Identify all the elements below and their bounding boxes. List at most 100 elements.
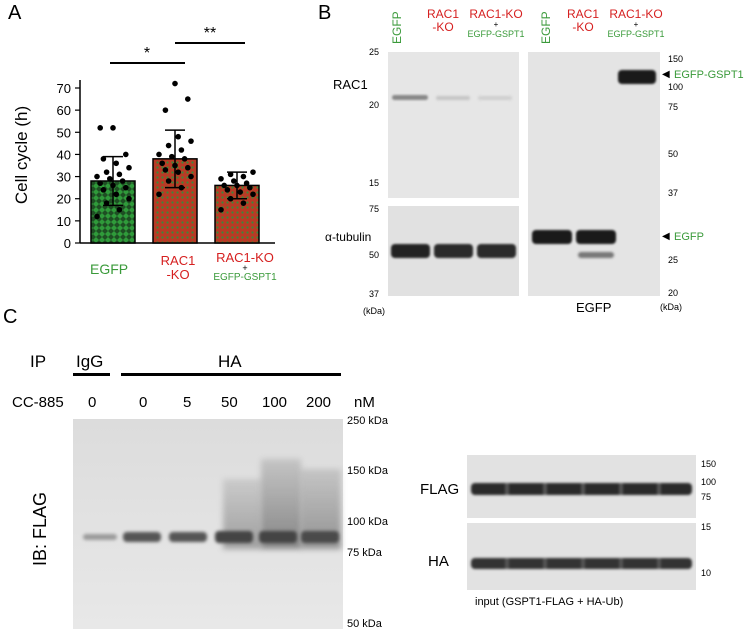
data-point-2-6 — [162, 167, 169, 173]
ip-band-200 — [301, 531, 339, 543]
data-point-2-19 — [172, 80, 178, 87]
rac1-band-3 — [478, 96, 512, 100]
lane-header-2-l2: -KO — [432, 20, 454, 34]
data-point-3-1 — [218, 206, 224, 213]
lane-header-5-l1: RAC1 — [566, 7, 599, 21]
data-point-2-18 — [185, 96, 191, 102]
group-label-rac1ko-l2: -KO — [166, 267, 190, 282]
y-tick-label-10: 10 — [57, 214, 71, 229]
dose-200: 200 — [306, 394, 332, 411]
data-point-3-14 — [227, 171, 234, 178]
data-point-1-5 — [113, 191, 119, 198]
rac1-mw-15: 15 — [369, 178, 380, 188]
sig-left-label: * — [144, 45, 150, 62]
data-point-2-2 — [178, 184, 185, 191]
lane-header-5: RAC1 -KO — [563, 8, 603, 34]
egfp-arrow: ◀ — [662, 231, 670, 242]
group-label-egfp: EGFP — [90, 261, 129, 277]
rac1-band-2 — [436, 96, 470, 100]
ha-label: HA — [218, 352, 242, 371]
data-point-1-3 — [103, 200, 110, 206]
ip-band-50 — [215, 531, 253, 543]
data-point-3-3 — [227, 195, 234, 202]
group-label-rac1ko-l1: RAC1 — [160, 253, 196, 268]
tubulin-band-2 — [434, 244, 473, 258]
egfp-gspt1-label: EGFP-GSPT1 — [674, 69, 744, 81]
lane-header-5-l2: -KO — [572, 20, 594, 34]
egfp-mw-100: 100 — [668, 82, 684, 92]
data-point-1-20 — [97, 125, 103, 131]
tubulin-row-label: α-tubulin — [325, 230, 372, 244]
ip-mw-250: 250 kDa — [347, 415, 388, 427]
rac1-row-label: RAC1 — [333, 77, 368, 92]
lane-header-2: RAC1 -KO — [423, 8, 463, 34]
y-tick-label-30: 30 — [57, 170, 71, 185]
ib-flag-label: IB: FLAG — [30, 491, 50, 566]
ip-label: IP — [30, 352, 47, 371]
data-point-2-5 — [175, 169, 181, 175]
egfp-mw-150: 150 — [668, 54, 684, 64]
data-point-1-11 — [107, 175, 113, 182]
ip-band-igg — [83, 534, 117, 540]
input-flag-blot — [467, 455, 696, 518]
group-label-rescue-l3: EGFP-GSPT1 — [213, 272, 277, 283]
tubulin-blot — [388, 206, 519, 296]
egfp-mw-50: 50 — [668, 149, 679, 159]
rac1-mw-25: 25 — [369, 47, 380, 57]
y-tick-label-0: 0 — [64, 236, 71, 251]
egfp-gspt1-band — [618, 70, 656, 84]
tub-mw-50: 50 — [369, 250, 380, 260]
data-point-2-10 — [181, 156, 188, 162]
dose-50: 50 — [221, 394, 238, 411]
data-point-1-7 — [123, 184, 129, 191]
egfp-band-1 — [532, 230, 572, 244]
data-point-3-6 — [224, 187, 231, 193]
igg-bar — [73, 373, 110, 376]
egfp-faint-band-2 — [578, 252, 614, 258]
data-point-3-8 — [234, 182, 240, 189]
data-point-1-6 — [100, 187, 107, 193]
lane-header-6-l1: RAC1-KO — [609, 7, 663, 21]
data-point-2-3 — [165, 178, 172, 184]
lane-header-6-l3: EGFP-GSPT1 — [607, 29, 665, 39]
egfp-blot — [528, 52, 660, 296]
data-point-1-14 — [103, 169, 110, 175]
data-point-2-15 — [188, 138, 194, 144]
lane-header-1: EGFP — [390, 11, 404, 44]
data-point-3-11 — [231, 178, 237, 184]
tub-mw-37: 37 — [369, 289, 380, 299]
ip-band-5 — [169, 532, 207, 542]
y-tick-label-50: 50 — [57, 125, 71, 140]
lane-header-2-l1: RAC1 — [426, 7, 459, 21]
panel-c-letter: C — [3, 306, 18, 328]
group-label-rescue-l2: + — [242, 263, 248, 273]
input-ha-label: HA — [428, 553, 449, 570]
group-label-rescue: RAC1-KO + EGFP-GSPT1 — [205, 251, 285, 284]
panel-a-letter: A — [8, 2, 22, 24]
data-point-1-12 — [94, 173, 100, 180]
data-point-2-16 — [175, 133, 181, 140]
dose-5: 5 — [183, 394, 192, 411]
data-point-1-4 — [126, 195, 132, 202]
egfp-mw-25: 25 — [668, 255, 679, 265]
data-point-1-15 — [126, 164, 132, 171]
group-label-rac1ko: RAC1 -KO — [158, 254, 198, 282]
input-flag-band — [471, 483, 692, 495]
egfp-mw-75: 75 — [668, 102, 679, 112]
ha-mw-15: 15 — [701, 522, 712, 532]
data-point-3-12 — [218, 175, 224, 182]
right-kda-label: (kDa) — [660, 302, 682, 312]
unit-label: nM — [354, 394, 375, 411]
ip-mw-50: 50 kDa — [347, 618, 382, 630]
dose-0: 0 — [139, 394, 148, 411]
input-caption: input (GSPT1-FLAG + HA-Ub) — [475, 596, 624, 608]
input-ha-band — [471, 558, 692, 569]
data-point-1-10 — [119, 178, 126, 184]
sig-right-label: ** — [204, 25, 216, 42]
lane-header-6: RAC1-KO + EGFP-GSPT1 — [606, 7, 666, 40]
ip-band-100 — [259, 531, 297, 543]
egfp-band-2 — [576, 230, 616, 244]
egfp-mw-37: 37 — [668, 188, 679, 198]
data-point-1-13 — [116, 171, 123, 178]
panel-b-letter: B — [318, 2, 332, 24]
